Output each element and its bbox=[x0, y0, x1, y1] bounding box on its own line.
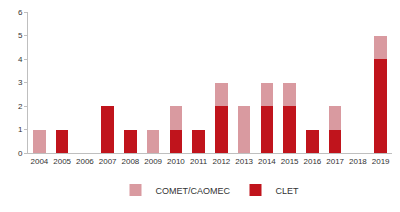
svg-text:2004: 2004 bbox=[30, 157, 48, 166]
svg-text:2012: 2012 bbox=[212, 157, 230, 166]
svg-text:2010: 2010 bbox=[167, 157, 185, 166]
svg-text:2006: 2006 bbox=[76, 157, 94, 166]
svg-text:4: 4 bbox=[18, 55, 23, 64]
svg-text:2018: 2018 bbox=[349, 157, 367, 166]
svg-text:2017: 2017 bbox=[326, 157, 344, 166]
svg-text:2005: 2005 bbox=[53, 157, 71, 166]
svg-text:COMET/CAOMEC: COMET/CAOMEC bbox=[156, 186, 231, 196]
svg-text:6: 6 bbox=[18, 8, 23, 17]
svg-text:2008: 2008 bbox=[121, 157, 139, 166]
svg-text:3: 3 bbox=[18, 78, 23, 87]
svg-text:2014: 2014 bbox=[258, 157, 276, 166]
svg-text:2015: 2015 bbox=[281, 157, 299, 166]
svg-text:2013: 2013 bbox=[235, 157, 253, 166]
svg-text:2: 2 bbox=[18, 102, 23, 111]
svg-text:5: 5 bbox=[18, 31, 23, 40]
svg-text:2009: 2009 bbox=[144, 157, 162, 166]
svg-text:0: 0 bbox=[18, 149, 23, 158]
svg-text:2011: 2011 bbox=[190, 157, 208, 166]
svg-text:1: 1 bbox=[18, 125, 23, 134]
svg-text:2007: 2007 bbox=[99, 157, 117, 166]
svg-text:CLET: CLET bbox=[276, 186, 300, 196]
svg-text:2016: 2016 bbox=[303, 157, 321, 166]
svg-text:2019: 2019 bbox=[372, 157, 390, 166]
